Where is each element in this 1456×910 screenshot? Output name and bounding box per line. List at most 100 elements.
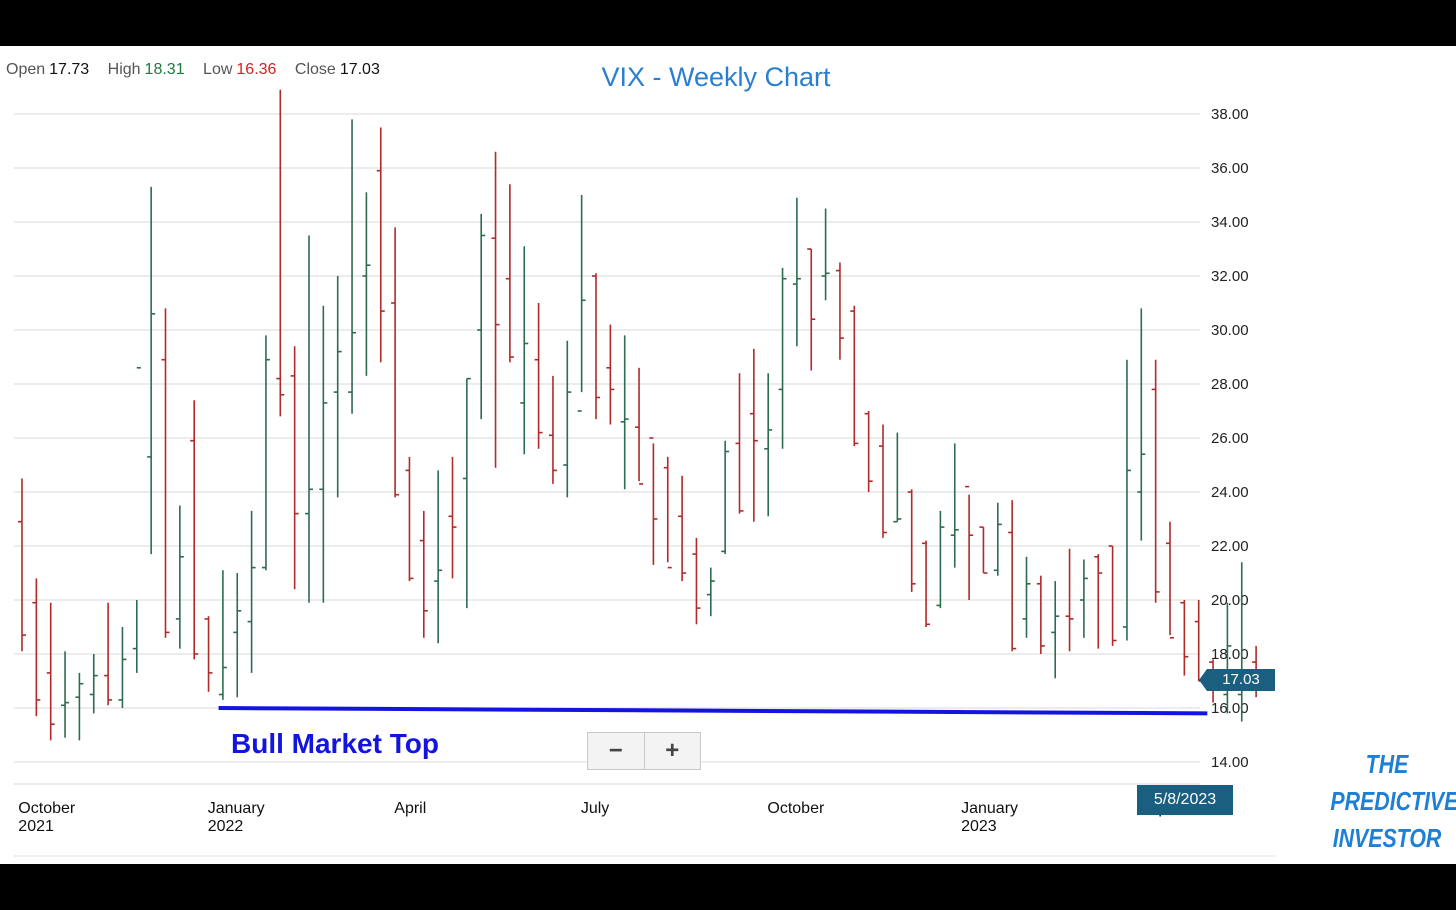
high-label: High — [107, 61, 141, 78]
ohlc-bar — [1065, 548, 1074, 652]
ohlc-bar — [749, 348, 758, 522]
ohlc-bar — [1137, 308, 1146, 541]
zoom-in-button[interactable]: + — [665, 737, 680, 764]
ohlc-bar — [548, 375, 557, 484]
ohlc-bar — [448, 456, 457, 579]
last-price-tag: 17.03 — [1199, 669, 1275, 691]
predictive-investor-logo: THE PREDICTIVE INVESTOR — [1330, 746, 1456, 857]
ohlc-bar — [792, 197, 801, 347]
ohlc-bar — [950, 443, 959, 568]
ohlc-bar — [1180, 600, 1189, 676]
ohlc-bar — [620, 335, 629, 490]
ohlc-bar — [61, 651, 70, 738]
open-value: 17.73 — [49, 61, 90, 78]
ohlc-bar — [104, 602, 113, 706]
price-bars — [18, 89, 1261, 741]
zoom-out-button[interactable]: − — [588, 733, 645, 769]
ohlc-bar — [850, 305, 859, 447]
ohlc-bar — [592, 273, 600, 420]
ohlc-bar — [491, 151, 500, 468]
ohlc-bar — [778, 267, 787, 449]
ohlc-bar — [333, 276, 342, 498]
ohlc-bar — [319, 305, 328, 603]
y-tick-label: 30.00 — [1211, 322, 1249, 339]
ohlc-bar — [147, 186, 156, 555]
ohlc-bar — [32, 578, 41, 717]
ohlc-bar — [879, 424, 887, 538]
ohlc-bar — [161, 308, 170, 638]
ohlc-bar — [505, 184, 514, 363]
ohlc-bar — [1166, 521, 1174, 639]
y-tick-label: 18.00 — [1211, 646, 1249, 663]
ohlc-bar — [807, 248, 816, 371]
ohlc-bar — [922, 540, 931, 627]
ohlc-bar — [1237, 562, 1246, 722]
ohlc-bar — [75, 672, 84, 741]
ohlc-bar — [1122, 359, 1131, 641]
ohlc-bar — [1079, 559, 1088, 638]
ohlc-bar — [276, 89, 285, 417]
ohlc-bar — [907, 489, 916, 592]
ohlc-bar — [534, 303, 543, 449]
y-tick-label: 36.00 — [1211, 160, 1249, 177]
y-tick-label: 14.00 — [1211, 754, 1249, 771]
bull-market-top-line — [218, 706, 1208, 716]
y-tick-label: 16.00 — [1211, 700, 1249, 717]
ohlc-bar — [434, 470, 443, 644]
x-tick-year: 2023 — [961, 818, 997, 835]
logo-line-3: INVESTOR — [1332, 823, 1442, 853]
logo-line-1: THE — [1365, 749, 1409, 779]
ohlc-bar — [692, 537, 701, 625]
ohlc-bar — [247, 510, 256, 673]
ohlc-bar — [635, 367, 644, 485]
ohlc-bar — [118, 627, 127, 708]
ohlc-bar — [462, 377, 471, 609]
x-tick-year: 2022 — [208, 818, 244, 835]
ohlc-bar — [893, 432, 902, 523]
y-tick-label: 38.00 — [1211, 106, 1249, 123]
low-label: Low — [203, 61, 233, 78]
close-value: 17.03 — [339, 61, 380, 78]
ohlc-bar — [1151, 359, 1160, 603]
close-label: Close — [294, 61, 336, 78]
y-tick-label: 34.00 — [1211, 214, 1249, 231]
ohlc-bar — [190, 400, 199, 660]
vix-weekly-chart: 14.00 16.00 18.00 20.00 22.00 24.00 26.00 28.00… — [14, 89, 1276, 857]
ohlc-bar — [735, 373, 744, 514]
crosshair-date-tag: 5/8/2023 — [1137, 785, 1233, 815]
ohlc-bar — [706, 567, 715, 617]
ohlc-bar — [577, 195, 586, 412]
y-tick-label: 22.00 — [1211, 538, 1249, 555]
ohlc-bar — [663, 456, 672, 569]
ohlc-bar — [936, 510, 945, 609]
ohlc-bar — [520, 246, 529, 455]
grid — [14, 113, 1200, 763]
ohlc-bar — [979, 526, 988, 574]
ohlc-bar — [1223, 602, 1232, 714]
y-tick-label: 20.00 — [1211, 592, 1249, 609]
chart-title: VIX - Weekly Chart — [601, 62, 831, 92]
x-tick-year: 2021 — [18, 818, 54, 835]
y-tick-label: 28.00 — [1211, 376, 1249, 393]
zoom-controls: − + — [587, 732, 701, 770]
ohlc-bar — [764, 373, 773, 517]
ohlc-bar — [1094, 554, 1103, 649]
low-value: 16.36 — [236, 61, 277, 78]
ohlc-bar — [348, 119, 357, 414]
x-tick-label: October — [18, 800, 76, 817]
x-tick-label: January — [961, 800, 1018, 817]
x-tick-label: July — [581, 800, 609, 817]
ohlc-bar — [477, 213, 486, 420]
ohlc-bar — [89, 654, 98, 714]
ohlc-bar — [419, 510, 428, 638]
ohlc-bar — [376, 127, 385, 363]
ohlc-bar — [965, 485, 974, 600]
ohlc-bar — [678, 475, 687, 582]
ohlc-bar — [864, 411, 873, 492]
x-tick-label: October — [767, 800, 825, 817]
ohlc-bar — [1036, 575, 1045, 654]
chart-area: 14.00 16.00 18.00 20.00 22.00 24.00 26.00 28.00… — [0, 46, 1456, 864]
y-axis-ticks: 14.00 16.00 18.00 20.00 22.00 24.00 26.00 28.00… — [1211, 106, 1249, 771]
logo-line-2: PREDICTIVE — [1330, 786, 1456, 816]
ohlc-bar — [391, 227, 400, 498]
